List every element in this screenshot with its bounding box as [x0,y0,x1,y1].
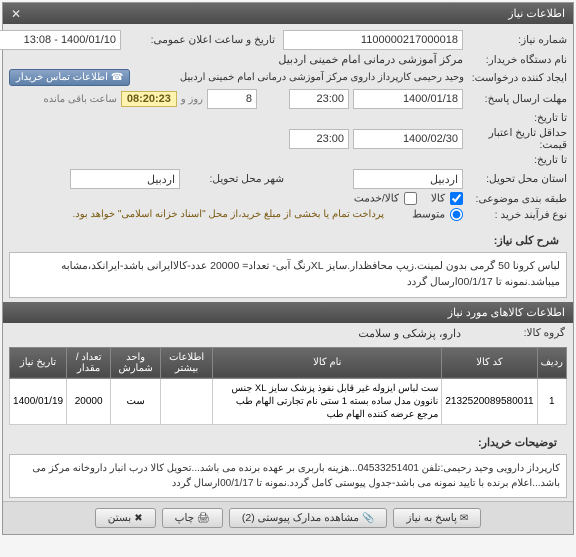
window-title: اطلاعات نیاز [508,8,565,20]
buyer-name-label: نام دستگاه خریدار: [467,54,567,66]
announce-label: تاریخ و ساعت اعلان عمومی: [125,34,275,46]
service-checkbox-label[interactable]: کالا/خدمت [354,192,417,205]
attachments-button[interactable]: 📎 مشاهده مدارک پیوستی (2) [229,508,388,528]
day-word: روز و [181,94,203,105]
city-value: اردبیل [70,169,180,189]
cell-qty: 20000 [67,378,111,425]
contact-btn-label: اطلاعات تماس خریدار [16,72,108,83]
group-value: دارو، پزشکی و سلامت [358,327,461,340]
need-no-label: شماره نیاز: [467,34,567,46]
cell-more [161,378,213,425]
buyer-name-value: مرکز آموزشی درمانی امام خمینی اردبیل [278,53,463,66]
need-no-value: 1100000217000018 [283,30,463,50]
form-area: شماره نیاز: 1100000217000018 تاریخ و ساع… [3,24,573,230]
table-row: 1 2132520089580011 ست لباس ایزوله غیر قا… [10,378,567,425]
close-button[interactable]: ✖ بستن [95,508,156,528]
buyer-notes-box: کارپرداز دارویی وحید رحیمی:تلفن 04533251… [9,454,567,498]
contact-buyer-button[interactable]: ☎ اطلاعات تماس خریدار [9,69,130,86]
deadline-time: 23:00 [289,89,349,109]
print-icon: 🖨 [197,513,210,524]
th-name: نام کالا [213,347,442,378]
to-date2-label: تا تاریخ: [467,154,567,166]
table-header-row: ردیف کد کالا نام کالا اطلاعات بیشتر واحد… [10,347,567,378]
goods-table: ردیف کد کالا نام کالا اطلاعات بیشتر واحد… [9,347,567,426]
process-note: پرداخت تمام یا بخشی از مبلغ خرید،از محل … [9,209,398,220]
desc-box: لباس کرونا 50 گرمی بدون لمینت.زیپ محافظد… [9,252,567,298]
contact-icon: ☎ [111,72,123,83]
remain-days: 8 [207,89,257,109]
panel-header: اطلاعات نیاز ✕ [3,3,573,24]
cell-date: 1400/01/19 [10,378,67,425]
th-code: کد کالا [442,347,537,378]
creator-value: وحید رحیمی کارپرداز داروی مرکز آموزشی در… [180,72,464,83]
process-radio-label[interactable]: متوسط [412,208,463,221]
deadline-label: مهلت ارسال پاسخ: [467,93,567,105]
th-date: تاریخ نیاز [10,347,67,378]
cell-code: 2132520089580011 [442,378,537,425]
close-icon[interactable]: ✕ [11,7,21,21]
cell-unit: ست [111,378,161,425]
city-label: شهر محل تحویل: [184,173,284,185]
countdown: 08:20:23 [121,91,177,107]
budget-label: طبقه بندی موضوعی: [467,193,567,205]
th-qty: تعداد / مقدار [67,347,111,378]
print-button[interactable]: 🖨 چاپ [162,508,223,528]
validity-label: حداقل تاریخ اعتبار قیمت: [467,127,567,151]
attachment-icon: 📎 [362,513,374,524]
goods-checkbox-label[interactable]: کالا [431,192,463,205]
service-checkbox[interactable] [404,192,417,205]
reply-icon: ✉ [460,513,468,524]
goods-checkbox[interactable] [450,192,463,205]
process-label: نوع فرآیند خرید : [467,209,567,221]
th-more: اطلاعات بیشتر [161,347,213,378]
cell-idx: 1 [537,378,566,425]
th-idx: ردیف [537,347,566,378]
validity-date: 1400/02/30 [353,129,463,149]
close-btn-icon: ✖ [134,513,142,524]
remain-label: ساعت باقی مانده [43,94,116,105]
creator-label: ایجاد کننده درخواست: [467,72,567,84]
announce-value: 1400/01/10 - 13:08 [0,30,121,50]
desc-label: شرح کلی نیاز: [494,230,567,249]
footer-buttons: ✉ پاسخ به نیاز 📎 مشاهده مدارک پیوستی (2)… [3,501,573,534]
deadline-date: 1400/01/18 [353,89,463,109]
validity-time: 23:00 [289,129,349,149]
group-label: گروه کالا: [465,327,565,339]
province-label: استان محل تحویل: [467,173,567,185]
process-radio[interactable] [450,208,463,221]
buyer-notes-label: توضیحات خریدار: [478,432,565,451]
th-unit: واحد شمارش [111,347,161,378]
to-date-label: تا تاریخ: [467,112,567,124]
cell-name: ست لباس ایزوله غیر قابل نفوذ پزشک سایز X… [213,378,442,425]
main-panel: اطلاعات نیاز ✕ شماره نیاز: 1100000217000… [2,2,574,535]
province-value: اردبیل [353,169,463,189]
reply-button[interactable]: ✉ پاسخ به نیاز [393,508,481,528]
goods-section-header: اطلاعات کالاهای مورد نیاز [3,302,573,323]
